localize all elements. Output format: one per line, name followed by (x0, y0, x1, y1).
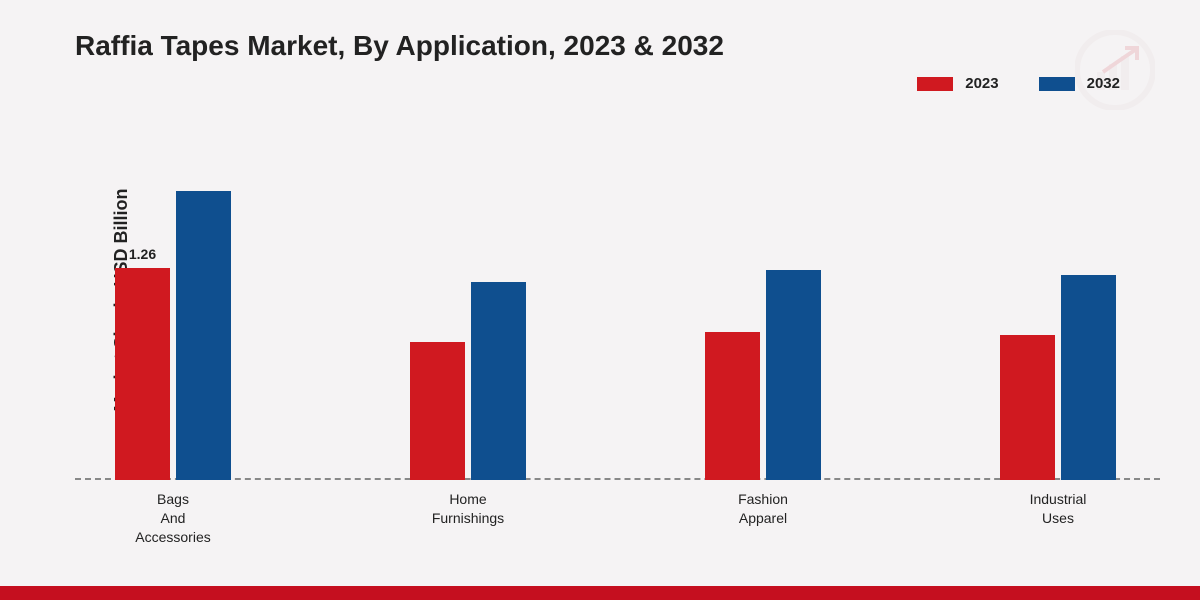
watermark-logo (1075, 30, 1155, 110)
x-category-label: Fashion Apparel (738, 490, 788, 528)
x-category-label: Home Furnishings (432, 490, 504, 528)
legend-item-2032: 2032 (1039, 75, 1120, 92)
x-labels-container: Bags And Accessories Home Furnishings Fash… (75, 482, 1160, 552)
footer-bar (0, 586, 1200, 600)
bar-2032 (1061, 275, 1116, 480)
bar-2023 (705, 332, 760, 480)
bar-group (410, 282, 526, 480)
bar-2023: 1.26 (115, 268, 170, 480)
legend-swatch-2032 (1039, 77, 1075, 91)
bar-2032 (471, 282, 526, 480)
legend: 2023 2032 (917, 75, 1120, 92)
bar-group (1000, 275, 1116, 480)
x-axis-baseline (75, 478, 1160, 480)
bar-group: 1.26 (115, 191, 231, 480)
bar-2023 (410, 342, 465, 480)
bar-2032 (176, 191, 231, 480)
x-category-label: Bags And Accessories (135, 490, 210, 547)
legend-item-2023: 2023 (917, 75, 998, 92)
bar-2032 (766, 270, 821, 480)
plot-area: 1.26 (75, 110, 1160, 480)
bar-value-label: 1.26 (129, 246, 156, 262)
chart-title: Raffia Tapes Market, By Application, 202… (75, 30, 1160, 62)
legend-label-2023: 2023 (965, 75, 998, 92)
legend-label-2032: 2032 (1087, 75, 1120, 92)
legend-swatch-2023 (917, 77, 953, 91)
bar-2023 (1000, 335, 1055, 480)
bar-group (705, 270, 821, 480)
x-category-label: Industrial Uses (1030, 490, 1087, 528)
